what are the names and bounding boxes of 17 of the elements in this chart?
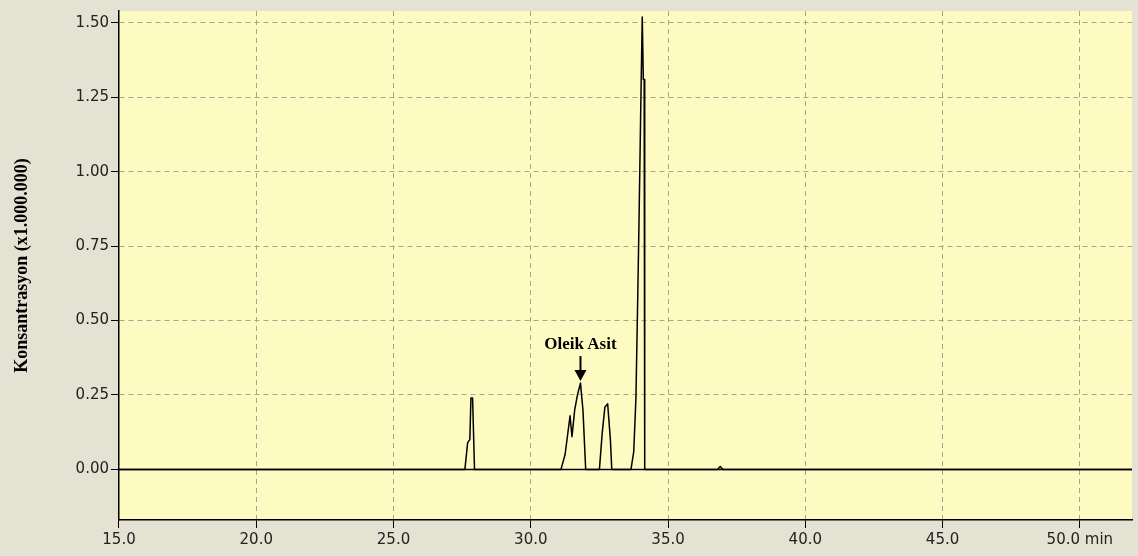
x-tick-label: 15.0	[102, 529, 136, 548]
x-tick-label: 35.0	[651, 529, 685, 548]
y-tick-label: 1.00	[75, 161, 109, 180]
y-axis-title: Konsantrasyon (x1.000.000)	[11, 158, 33, 373]
x-tick-label: 45.0	[925, 529, 960, 548]
x-tick-label: 20.0	[239, 529, 273, 548]
x-tick-label: 50.0 min	[1046, 529, 1114, 548]
x-tick-label: 40.0	[788, 529, 823, 548]
annotation: Oleik Asit	[544, 334, 617, 354]
y-tick-label: 0.75	[75, 236, 109, 255]
y-tick-label: 0.00	[75, 459, 109, 478]
y-tick-label: 1.25	[75, 87, 109, 106]
y-tick-label: 1.50	[75, 12, 109, 31]
x-tick-label: 25.0	[376, 529, 411, 548]
x-tick-label: 30.0	[514, 529, 548, 548]
y-tick-label: 0.50	[75, 310, 109, 329]
y-tick-label: 0.25	[75, 384, 109, 403]
